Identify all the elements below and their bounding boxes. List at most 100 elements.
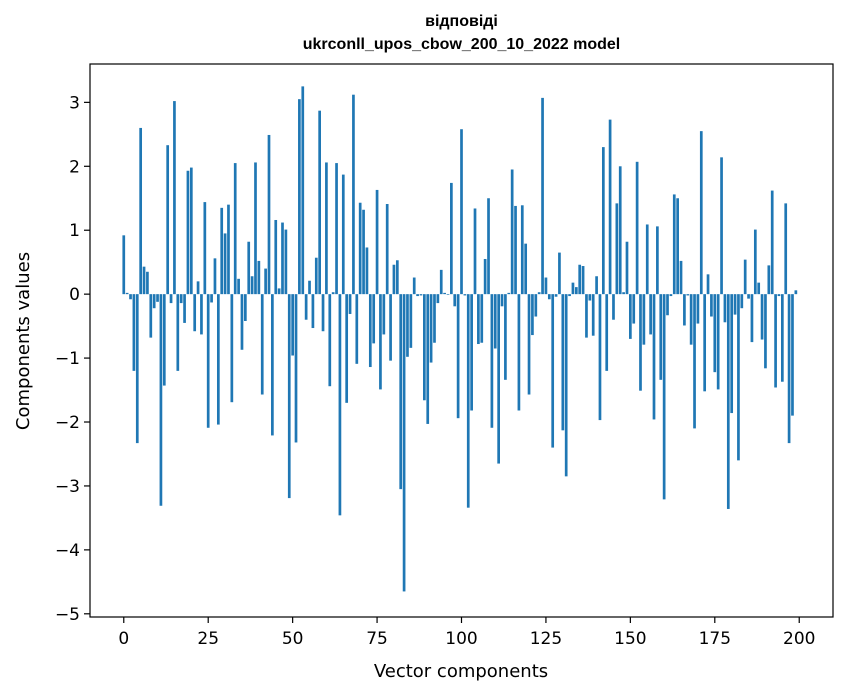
bar: [466, 294, 470, 508]
bar: [693, 294, 696, 429]
bar: [426, 294, 430, 424]
bar: [203, 202, 207, 295]
bar: [135, 294, 139, 444]
bar: [672, 194, 676, 295]
bar: [716, 294, 720, 390]
bar: [750, 294, 754, 343]
bar: [683, 294, 686, 326]
y-tick-label: −1: [55, 349, 80, 369]
bar: [254, 162, 257, 295]
bar: [179, 294, 183, 304]
bar: [453, 294, 457, 307]
bar: [733, 294, 737, 315]
bar: [483, 258, 487, 295]
bar: [585, 294, 588, 338]
y-tick-label: 0: [69, 285, 80, 305]
bar: [696, 294, 700, 324]
bar: [433, 294, 436, 343]
bar: [365, 247, 369, 295]
x-tick-label: 25: [197, 629, 219, 649]
bar: [331, 292, 335, 295]
bar: [443, 292, 446, 295]
bar: [591, 294, 595, 336]
bar: [395, 260, 399, 295]
bar: [595, 276, 598, 295]
bar: [260, 294, 264, 395]
bar: [598, 294, 602, 421]
bar: [345, 294, 349, 403]
bar: [206, 294, 210, 428]
bars-group: [122, 86, 798, 592]
bar: [362, 209, 365, 295]
bar: [791, 294, 794, 416]
bar: [166, 145, 170, 295]
y-tick-label: 3: [69, 93, 80, 113]
bar: [298, 99, 301, 295]
bar: [250, 276, 254, 295]
bar: [571, 282, 575, 295]
bar: [355, 294, 359, 364]
bar: [780, 294, 784, 382]
y-tick-label: 2: [69, 157, 80, 177]
bar: [740, 294, 744, 309]
bar: [193, 294, 197, 332]
bar: [473, 208, 477, 295]
bar: [520, 205, 524, 295]
bar: [514, 205, 517, 295]
bar: [527, 294, 531, 395]
bar: [645, 224, 649, 295]
bar: [561, 294, 565, 431]
bar: [274, 219, 278, 295]
bar: [770, 190, 774, 295]
bar: [662, 294, 666, 500]
bar: [726, 294, 730, 509]
bar: [618, 166, 622, 295]
bar: [456, 294, 460, 419]
bar: [139, 127, 143, 295]
bar: [568, 294, 571, 297]
bar: [615, 203, 619, 295]
bar: [439, 269, 443, 295]
x-axis-ticks: 0 25 50 75 100 125 150 175 200: [118, 617, 815, 649]
bar: [679, 260, 683, 295]
bar: [774, 294, 777, 388]
bar: [216, 294, 220, 425]
bar: [757, 282, 761, 295]
bar: [338, 294, 342, 516]
bar: [267, 134, 271, 295]
bar: [368, 294, 372, 368]
bar: [723, 294, 727, 323]
bar: [625, 241, 629, 295]
bar: [460, 129, 463, 295]
bar: [325, 162, 328, 295]
bar: [531, 294, 534, 336]
chart-title: відповіді: [425, 13, 498, 30]
y-tick-label: −3: [55, 477, 80, 497]
bar: [551, 294, 555, 448]
x-tick-label: 50: [282, 629, 304, 649]
bar: [149, 294, 153, 338]
bar: [534, 294, 538, 317]
bar: [287, 294, 291, 499]
bar: [730, 294, 734, 414]
bar: [436, 294, 440, 304]
bar: [493, 294, 497, 349]
bar: [642, 294, 646, 345]
bar: [588, 294, 592, 301]
bar: [412, 277, 416, 295]
bar: [375, 189, 379, 295]
bar: [416, 294, 419, 297]
bar: [213, 258, 217, 295]
bar: [669, 294, 673, 297]
bar: [784, 203, 788, 295]
bar: [409, 294, 413, 348]
bar: [524, 243, 528, 295]
bar: [652, 294, 656, 420]
bar: [291, 294, 294, 356]
bar: [554, 294, 558, 297]
bar: [507, 292, 511, 295]
y-tick-label: −4: [55, 541, 80, 561]
bar: [348, 294, 352, 314]
bar: [504, 294, 507, 380]
